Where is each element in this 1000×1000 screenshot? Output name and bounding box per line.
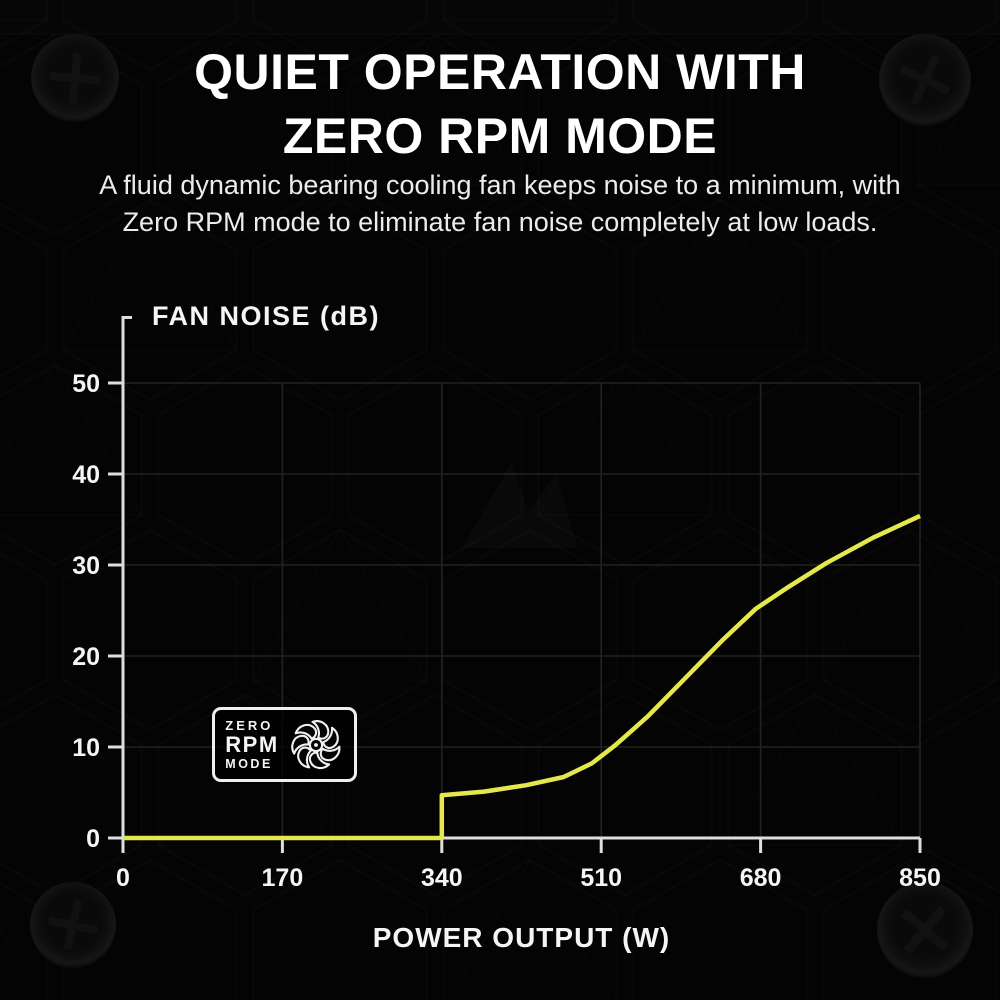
noise-curve bbox=[123, 513, 921, 841]
badge-rpm-label: RPM bbox=[225, 731, 279, 757]
badge-mode-label: MODE bbox=[225, 756, 273, 771]
y-tick-label: 40 bbox=[72, 461, 100, 489]
screw-top-left bbox=[31, 34, 119, 122]
subtitle-line-2: Zero RPM mode to eliminate fan noise com… bbox=[122, 207, 878, 237]
y-tick-label: 30 bbox=[72, 552, 100, 580]
x-tick-label: 170 bbox=[262, 864, 304, 892]
x-tick-label: 0 bbox=[116, 864, 130, 892]
x-tick-label: 680 bbox=[740, 864, 782, 892]
screw-bottom-left bbox=[30, 882, 116, 968]
screw-bottom-right bbox=[877, 882, 973, 978]
page-title: QUIET OPERATION WITH ZERO RPM MODE bbox=[0, 40, 1000, 168]
zero-rpm-badge-text: ZERO RPM MODE bbox=[225, 719, 278, 771]
y-tick-label: 50 bbox=[72, 370, 100, 398]
y-axis-title: FAN NOISE (dB) bbox=[152, 301, 380, 331]
page-subtitle: A fluid dynamic bearing cooling fan keep… bbox=[0, 167, 1000, 241]
subtitle-line-1: A fluid dynamic bearing cooling fan keep… bbox=[99, 170, 901, 200]
title-line-1: QUIET OPERATION WITH bbox=[194, 44, 806, 100]
x-tick-label: 510 bbox=[580, 864, 622, 892]
y-tick-label: 20 bbox=[72, 643, 100, 671]
x-tick-label: 340 bbox=[421, 864, 463, 892]
zero-rpm-mode-badge: ZERO RPM MODE bbox=[212, 707, 357, 782]
y-tick-label: 0 bbox=[86, 825, 100, 853]
x-axis-title: POWER OUTPUT (W) bbox=[372, 922, 671, 953]
badge-zero-label: ZERO bbox=[225, 717, 274, 733]
fan-icon bbox=[290, 719, 341, 769]
y-tick-label: 10 bbox=[72, 734, 100, 762]
screw-top-right bbox=[879, 34, 971, 126]
x-tick-label: 850 bbox=[899, 864, 941, 892]
title-line-2: ZERO RPM MODE bbox=[282, 108, 718, 164]
